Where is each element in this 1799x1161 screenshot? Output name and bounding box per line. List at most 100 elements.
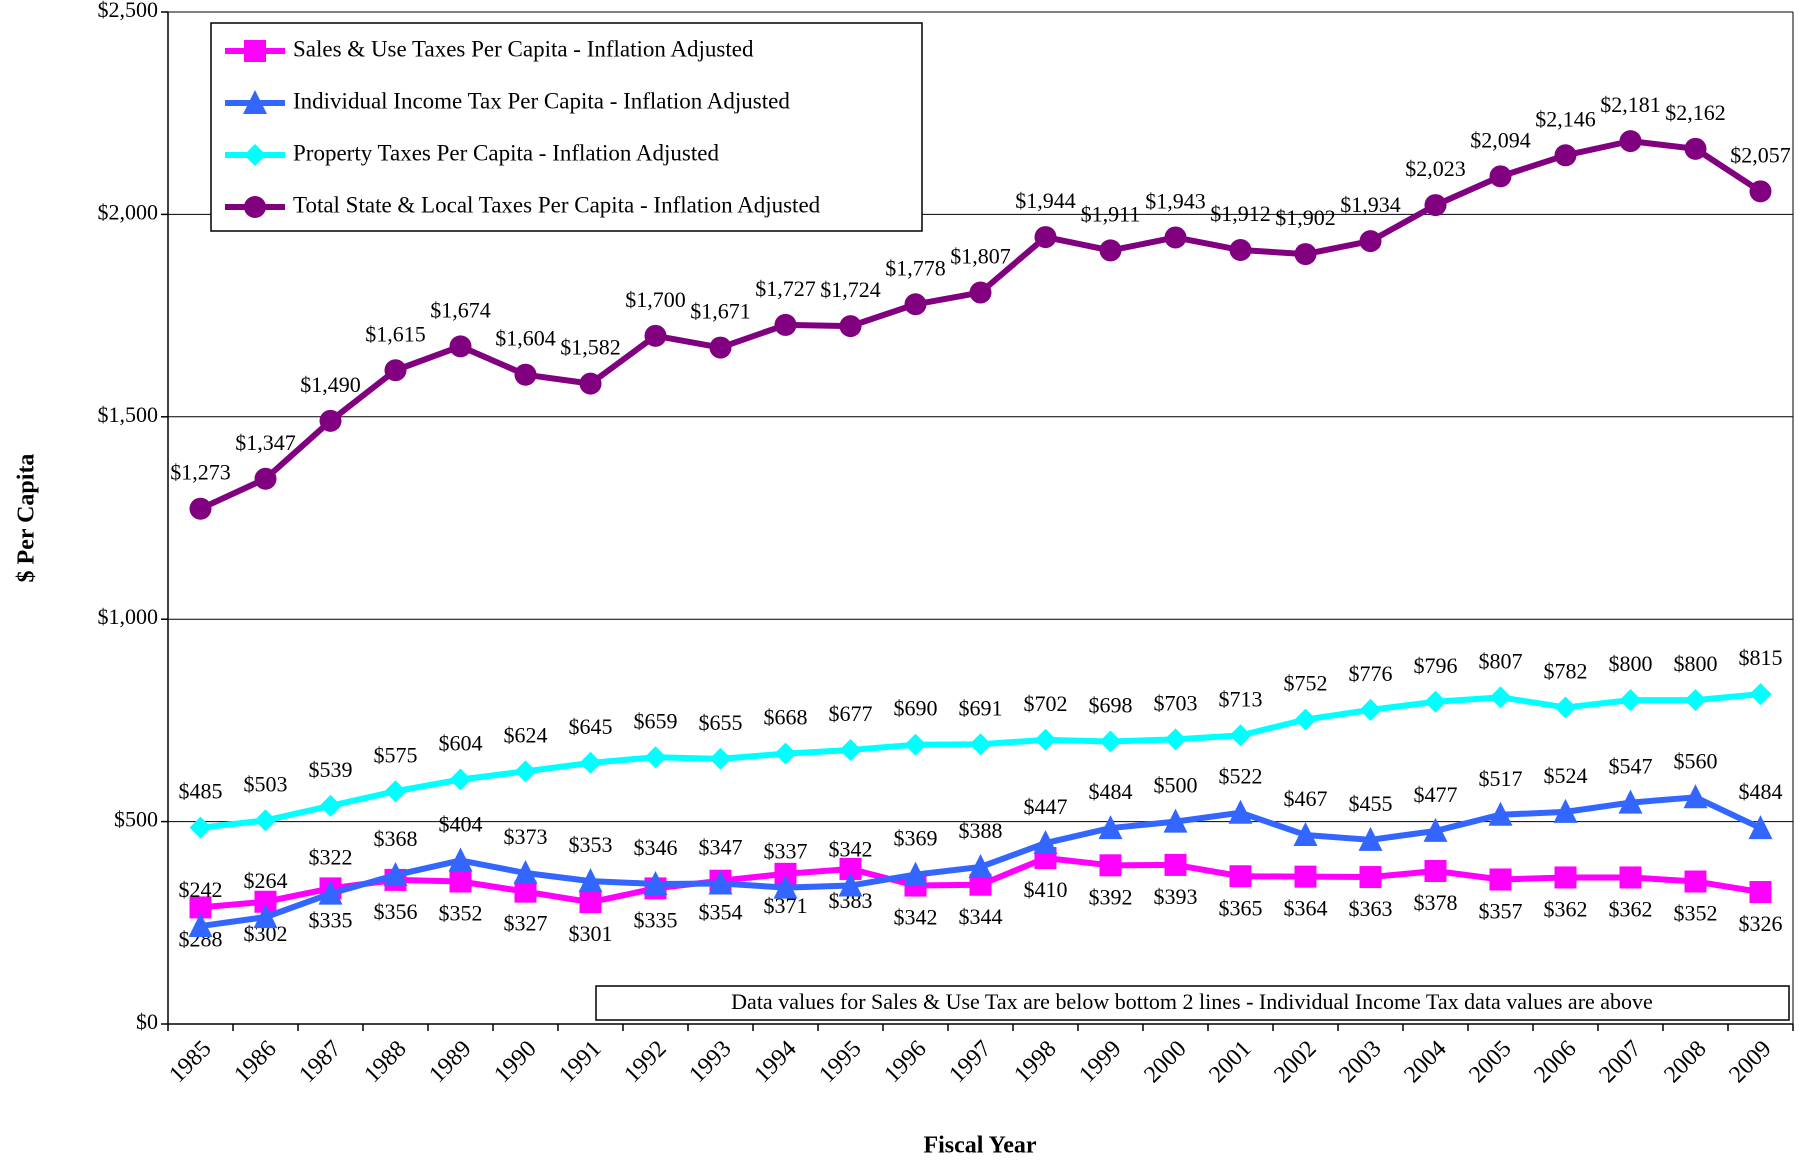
legend-marker [243,90,267,114]
data-point [189,497,212,520]
data-point [1553,798,1578,823]
data-point [969,733,992,756]
legend-label: Property Taxes Per Capita - Inflation Ad… [293,140,719,165]
data-point [254,890,277,913]
x-tick-label: 1988 [359,1036,411,1088]
legend-marker [244,40,266,62]
data-label: $326 [1739,911,1783,936]
data-label: $357 [1479,899,1523,924]
x-tick-label: 2005 [1464,1036,1516,1088]
y-tick-label: $2,500 [98,0,159,22]
data-point [904,733,927,756]
data-label: $455 [1349,791,1393,816]
data-point [1098,815,1123,840]
legend: Sales & Use Taxes Per Capita - Inflation… [210,22,923,232]
data-label: $1,727 [755,276,816,301]
data-label: $352 [439,901,483,926]
data-label: $1,490 [300,372,361,397]
legend-marker [244,144,266,166]
legend-label: Sales & Use Taxes Per Capita - Inflation… [293,36,754,61]
data-point [1489,686,1512,709]
data-label: $1,347 [235,430,296,455]
data-label: $404 [439,812,483,837]
note-box [595,985,1790,1021]
data-label: $815 [1739,645,1783,670]
data-point [1684,137,1707,160]
data-point [319,794,342,817]
data-point [579,891,602,914]
data-label: $264 [244,868,288,893]
data-point [1359,866,1382,889]
x-tick-label: 2008 [1659,1036,1711,1088]
data-point [1034,226,1057,249]
data-point [1683,784,1708,809]
data-point [1229,865,1252,888]
data-label: $242 [179,877,223,902]
note: Data values for Sales & Use Tax are belo… [731,989,1653,1014]
data-point [643,870,668,895]
x-tick-label: 1999 [1074,1036,1126,1088]
data-label: $301 [569,921,613,946]
data-label: $752 [1284,671,1328,696]
data-label: $1,671 [690,299,751,324]
data-point [578,868,603,893]
x-tick-label: 1994 [749,1036,801,1088]
data-label: $347 [699,835,743,860]
data-point [1489,165,1512,188]
data-label: $485 [179,779,223,804]
data-label: $354 [699,900,743,925]
data-label: $378 [1414,890,1458,915]
data-label: $1,582 [560,335,621,360]
data-label: $1,674 [430,297,491,322]
data-point [1423,817,1448,842]
x-tick-label: 2004 [1399,1036,1451,1088]
data-label: $702 [1024,691,1068,716]
data-label: $1,273 [170,460,231,485]
data-point [189,896,212,919]
data-label: $388 [959,818,1003,843]
data-label: $690 [894,696,938,721]
data-point [1294,865,1317,888]
data-point [448,847,473,872]
data-point [1618,789,1643,814]
data-point [449,768,472,791]
data-label: $659 [634,708,678,733]
data-point [514,880,537,903]
y-tick-label: $1,000 [98,604,159,629]
data-label: $782 [1544,658,1588,683]
data-label: $337 [764,839,808,864]
data-point [1229,239,1252,262]
data-label: $2,181 [1600,92,1661,117]
data-point [384,780,407,803]
data-point [319,409,342,432]
data-point [774,313,797,336]
data-label: $604 [439,731,483,756]
data-point [903,861,928,886]
data-point [1749,180,1772,203]
data-label: $373 [504,824,548,849]
x-tick-label: 1987 [294,1036,346,1088]
data-point [1684,870,1707,893]
data-point [449,335,472,358]
data-label: $1,944 [1015,188,1076,213]
data-point [254,809,277,832]
data-label: $352 [1674,901,1718,926]
data-label: $1,724 [820,277,881,302]
data-label: $484 [1739,779,1783,804]
data-point [1033,830,1058,855]
data-label: $1,807 [950,244,1011,269]
data-label: $1,911 [1081,201,1141,226]
data-label: $342 [829,837,873,862]
data-label: $2,023 [1405,156,1466,181]
data-point [774,742,797,765]
x-tick-label: 1997 [944,1036,996,1088]
data-label: $393 [1154,884,1198,909]
data-point [1424,859,1447,882]
data-label: $1,778 [885,255,946,280]
x-tick-label: 1985 [164,1036,216,1088]
data-point [1684,689,1707,712]
data-label: $327 [504,911,548,936]
data-point [1164,728,1187,751]
data-label: $713 [1219,686,1263,711]
data-label: $1,943 [1145,189,1206,214]
